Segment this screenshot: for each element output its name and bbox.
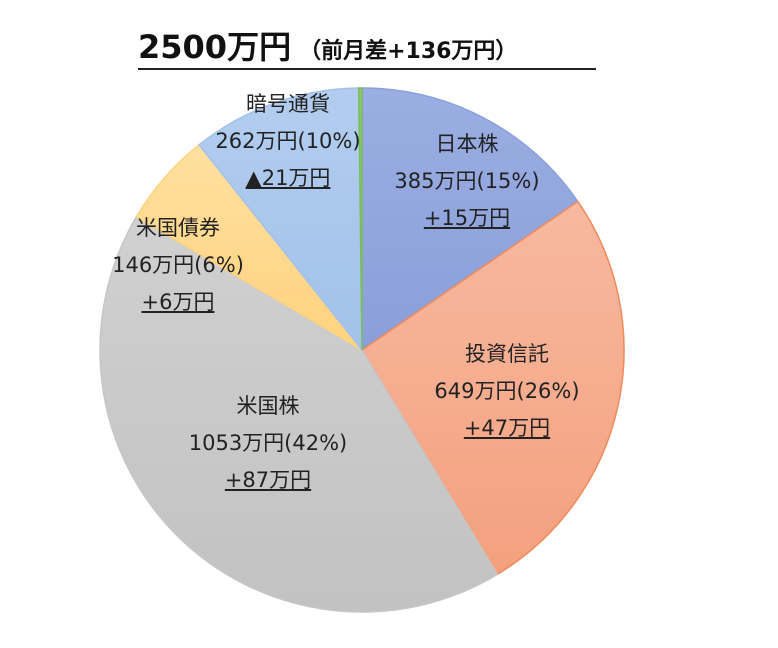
pie-slice-日本株 (361, 87, 579, 352)
slice-change: +47万円 (463, 416, 551, 440)
slice-value: 146万円(6%) (112, 253, 244, 277)
slice-change: ▲21万円 (245, 166, 331, 190)
slice-change: +15万円 (423, 206, 511, 230)
pie-slice-暗号通貨 (198, 87, 363, 353)
label-米国債券: 米国債券 146万円(6%) +6万円 (112, 210, 244, 321)
chart-title: 2500万円 （前月差+136万円） (138, 22, 596, 70)
slice-name: 投資信託 (465, 342, 549, 366)
slice-value: 649万円(26%) (434, 379, 580, 403)
pie-slice (357, 87, 363, 351)
slice-name: 米国債券 (135, 216, 220, 240)
slice-value: 1053万円(42%) (188, 431, 348, 455)
total-title: 2500万円 (138, 28, 292, 66)
label-暗号通貨: 暗号通貨 262万円(10%) ▲21万円 (215, 86, 360, 197)
pie-slice-米国株 (99, 215, 499, 613)
slice-name: 米国株 (236, 394, 300, 418)
label-投資信託: 投資信託 649万円(26%) +47万円 (434, 336, 579, 447)
slice-change: +6万円 (141, 290, 215, 314)
label-日本株: 日本株 385万円(15%) +15万円 (394, 126, 539, 237)
pie-slice-投資信託 (360, 200, 625, 576)
label-米国株: 米国株 1053万円(42%) +87万円 (189, 388, 348, 499)
title-change: （前月差+136万円） (299, 39, 518, 64)
slice-change: +87万円 (224, 468, 312, 492)
slice-value: 385万円(15%) (394, 169, 540, 193)
slice-value: 262万円(10%) (215, 129, 361, 153)
slice-name: 日本株 (435, 132, 499, 156)
slice-name: 暗号通貨 (246, 92, 330, 116)
